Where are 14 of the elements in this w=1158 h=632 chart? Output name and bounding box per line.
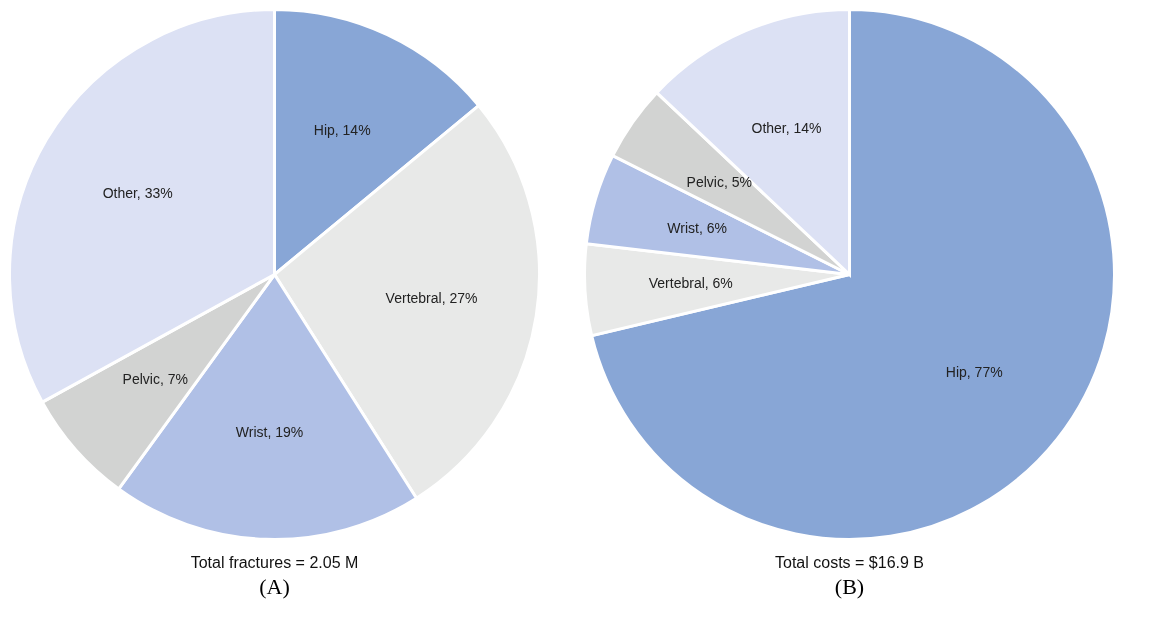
text: (A) xyxy=(259,574,290,599)
slice-label: Pelvic, 5% xyxy=(686,174,752,191)
slice-label: Vertebral, 27% xyxy=(385,290,478,307)
text: Total costs = $16.9 B xyxy=(775,554,924,571)
slice-label: Vertebral, 6% xyxy=(648,274,733,291)
text: Total fractures = 2.05 M xyxy=(190,554,359,571)
slice-label: Wrist, 6% xyxy=(667,219,727,236)
slice-label: Hip, 77% xyxy=(945,364,1003,381)
slice-label: Pelvic, 7% xyxy=(122,370,188,387)
slice-label: Other, 14% xyxy=(751,119,822,136)
slice-label: Hip, 14% xyxy=(313,121,371,138)
slice-label: Other, 33% xyxy=(102,184,173,201)
text: (B) xyxy=(834,574,865,599)
slice-label: Wrist, 19% xyxy=(235,424,304,441)
